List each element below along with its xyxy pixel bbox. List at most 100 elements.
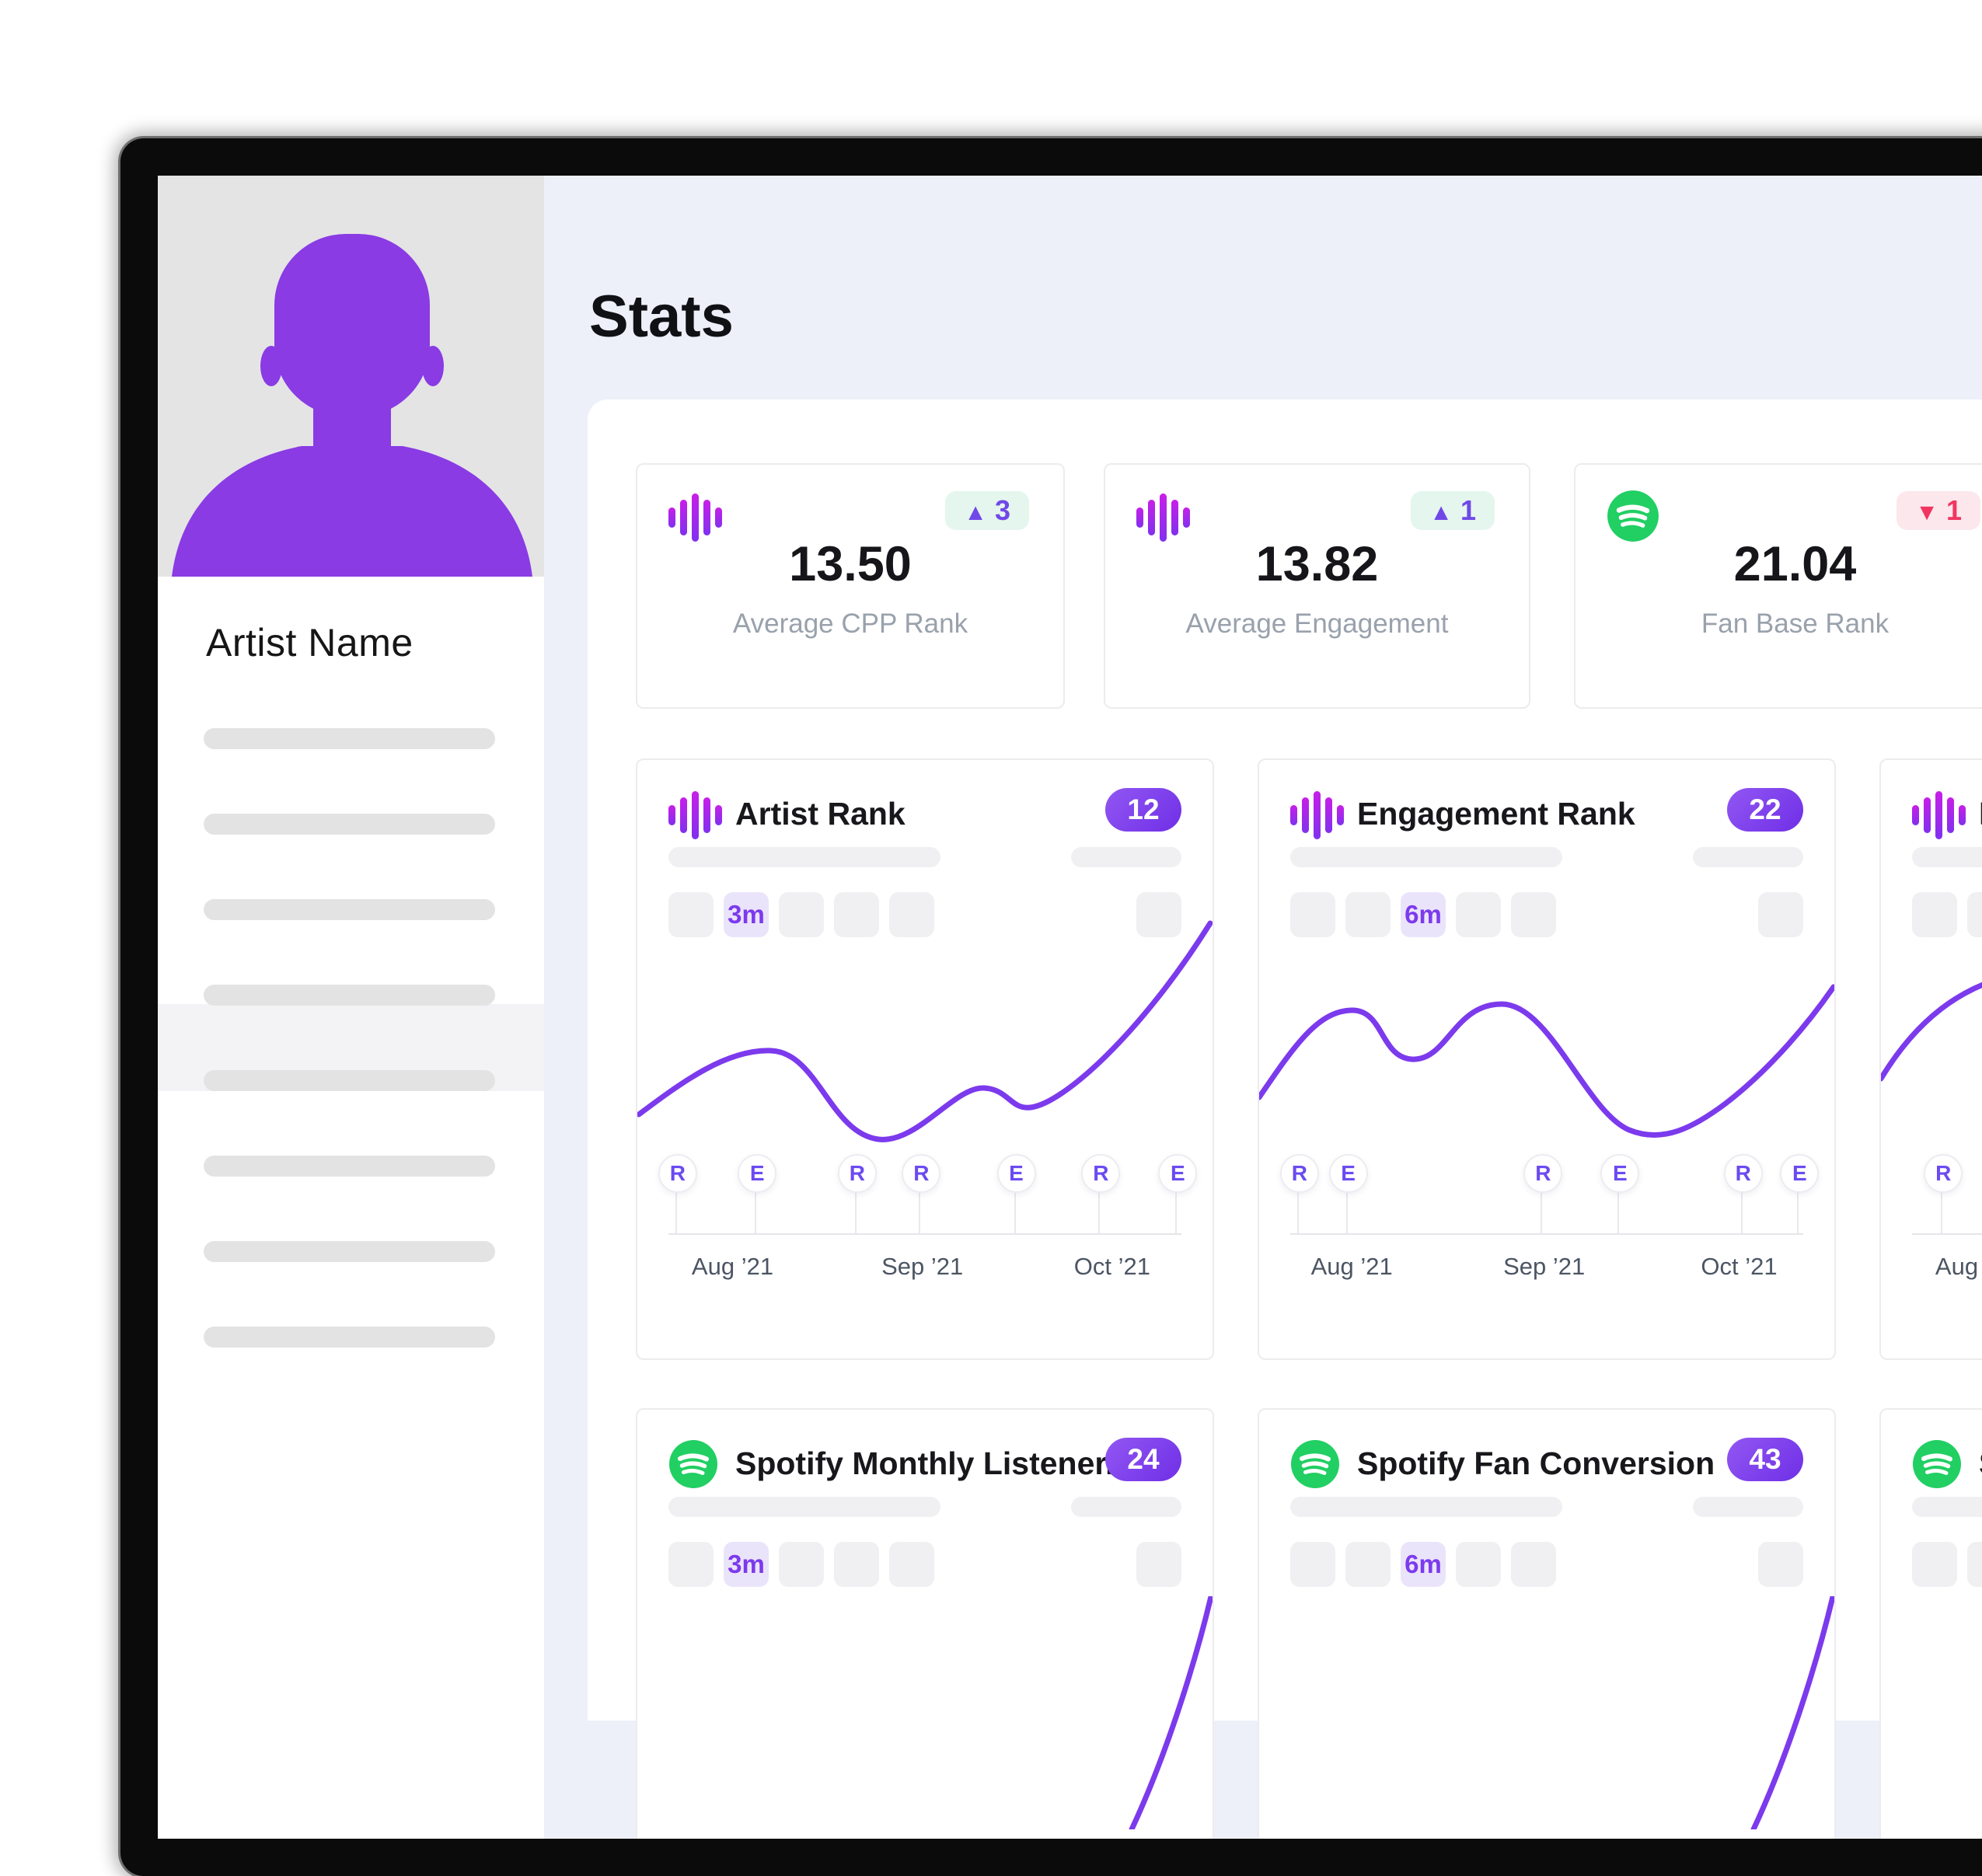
artist-name: Artist Name — [206, 621, 413, 664]
marker-stem — [755, 1190, 757, 1233]
period-chip-active[interactable]: 3m — [724, 892, 769, 937]
event-marker-R[interactable]: R — [1081, 1154, 1121, 1193]
subtitle-skeleton — [1912, 847, 1982, 867]
stat-card-average-engagement: ▲ 1 13.82 Average Engagement — [1104, 463, 1530, 709]
chart-card: Spotify Fan Conversion 43 6m — [1258, 1408, 1836, 1839]
event-marker-E[interactable]: E — [1328, 1154, 1368, 1193]
marker-stem — [1345, 1190, 1348, 1233]
period-chip[interactable] — [1511, 1542, 1556, 1587]
marker-stem — [675, 1190, 677, 1233]
sidebar-item-placeholder[interactable] — [204, 1241, 495, 1262]
period-chip[interactable] — [1290, 1542, 1335, 1587]
sidebar-item-placeholder[interactable] — [204, 814, 495, 835]
stat-card-average-cpp-rank: ▲ 3 13.50 Average CPP Rank — [636, 463, 1065, 709]
period-chip[interactable] — [668, 892, 714, 937]
page-title: Stats — [589, 284, 734, 350]
period-chip[interactable] — [1290, 892, 1335, 937]
marker-stem — [1014, 1190, 1016, 1233]
waveform-icon — [668, 490, 722, 546]
stat-value: 13.82 — [1255, 537, 1379, 591]
chart-card-title: Spotify Fan Conversion — [1357, 1445, 1715, 1481]
period-chip[interactable] — [1758, 1542, 1803, 1587]
period-chip[interactable] — [1136, 1542, 1181, 1587]
event-marker-R[interactable]: R — [1279, 1154, 1319, 1193]
period-filter-chips: 3m — [668, 892, 934, 937]
trend-line-chart — [1129, 1596, 1213, 1829]
sidebar-item-placeholder[interactable] — [204, 1070, 495, 1091]
subtitle-skeleton — [1071, 847, 1181, 867]
period-chip[interactable] — [1912, 892, 1957, 937]
event-markers: R — [1912, 760, 1982, 1358]
event-marker-E[interactable]: E — [1158, 1154, 1198, 1193]
waveform-icon — [1912, 791, 1966, 839]
waveform-icon — [668, 791, 722, 839]
period-chip[interactable] — [889, 1542, 934, 1587]
x-axis-line — [1912, 1233, 1982, 1235]
period-chip[interactable] — [1136, 892, 1181, 937]
chart-card-title: Sp — [1979, 1445, 1982, 1482]
event-marker-R[interactable]: R — [1723, 1154, 1763, 1193]
event-marker-R[interactable]: R — [902, 1154, 941, 1193]
period-chip[interactable] — [1758, 892, 1803, 937]
period-chip[interactable] — [834, 1542, 879, 1587]
marker-stem — [1797, 1190, 1799, 1233]
period-chip-active[interactable]: 6m — [1401, 1542, 1446, 1587]
sidebar-item-placeholder[interactable] — [204, 728, 495, 749]
period-chip-active[interactable]: 6m — [1401, 892, 1446, 937]
sidebar-nav — [158, 176, 544, 1839]
event-marker-E[interactable]: E — [996, 1154, 1036, 1193]
x-axis-tick-label: Aug ’21 — [1310, 1253, 1393, 1280]
period-chip[interactable] — [668, 1542, 714, 1587]
period-chip[interactable] — [1456, 892, 1501, 937]
x-axis-line — [668, 1233, 1181, 1235]
stat-label: Fan Base Rank — [1701, 608, 1890, 639]
spotify-icon — [1913, 1440, 1961, 1488]
event-marker-R[interactable]: R — [658, 1154, 697, 1193]
subtitle-skeleton — [1290, 1497, 1562, 1517]
sidebar-item-placeholder[interactable] — [204, 985, 495, 1006]
sidebar: Artist Name — [158, 176, 544, 1839]
period-chip[interactable] — [1511, 892, 1556, 937]
marker-stem — [1740, 1190, 1743, 1233]
sidebar-item-placeholder[interactable] — [204, 1156, 495, 1177]
marker-stem — [1941, 1190, 1943, 1233]
chart-card-title: Fa — [1979, 796, 1982, 832]
stat-label: Average CPP Rank — [732, 608, 968, 639]
marker-stem — [1541, 1190, 1543, 1233]
period-chip[interactable] — [834, 892, 879, 937]
event-marker-R[interactable]: R — [1523, 1154, 1563, 1193]
event-marker-E[interactable]: E — [738, 1154, 777, 1193]
period-chip[interactable] — [779, 892, 824, 937]
rank-badge: 24 — [1105, 1438, 1181, 1481]
period-chip[interactable] — [1967, 892, 1982, 937]
event-marker-E[interactable]: E — [1780, 1154, 1820, 1193]
marker-stem — [1296, 1190, 1299, 1233]
trend-line-chart — [1259, 984, 1834, 1138]
x-axis-tick-label: Sep ’21 — [881, 1253, 964, 1280]
subtitle-skeleton — [1290, 847, 1562, 867]
period-chip[interactable] — [889, 892, 934, 937]
period-chip[interactable] — [1345, 1542, 1391, 1587]
event-marker-E[interactable]: E — [1600, 1154, 1640, 1193]
event-marker-R[interactable]: R — [837, 1154, 877, 1193]
period-chip[interactable] — [1456, 1542, 1501, 1587]
marker-stem — [1098, 1190, 1101, 1233]
period-chip[interactable] — [1912, 1542, 1957, 1587]
marker-stem — [1617, 1190, 1620, 1233]
period-chip[interactable] — [1345, 892, 1391, 937]
period-chip[interactable] — [779, 1542, 824, 1587]
trend-line-chart — [1881, 982, 1982, 1082]
event-marker-R[interactable]: R — [1924, 1154, 1963, 1193]
stat-value: 21.04 — [1733, 537, 1857, 591]
chart-card-title: Artist Rank — [735, 796, 906, 832]
rank-badge: 22 — [1727, 788, 1803, 832]
sidebar-item-placeholder[interactable] — [204, 1327, 495, 1348]
period-chip[interactable] — [1967, 1542, 1982, 1587]
waveform-icon — [1290, 791, 1344, 839]
chart-card: Sp — [1879, 1408, 1982, 1839]
sidebar-item-placeholder[interactable] — [204, 899, 495, 920]
period-chip-active[interactable]: 3m — [724, 1542, 769, 1587]
